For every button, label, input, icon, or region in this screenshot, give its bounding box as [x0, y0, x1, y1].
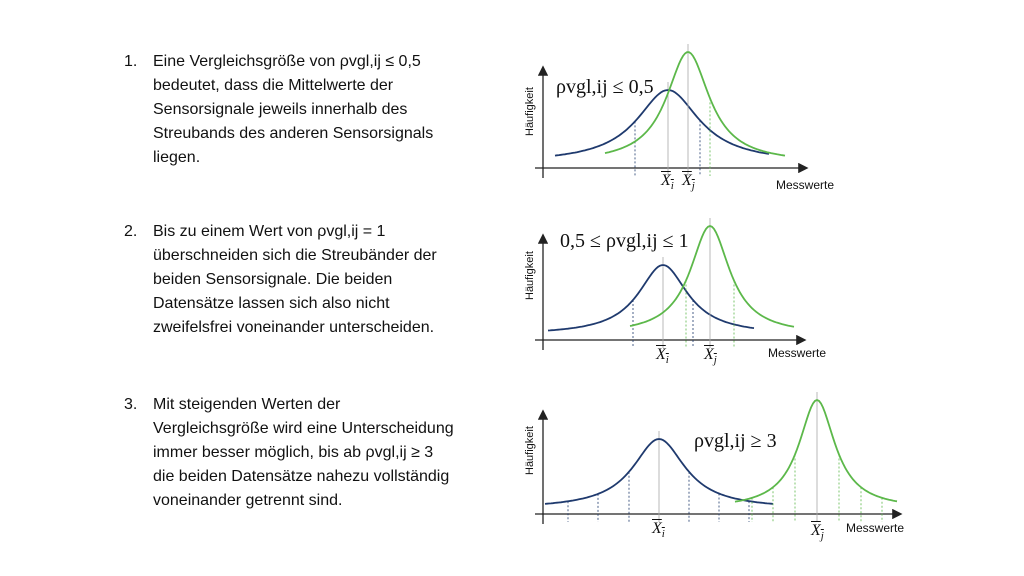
item-line: bedeutet, dass die Mittelwerte der — [153, 77, 394, 94]
distribution-curve-j — [629, 225, 795, 328]
item-line: zweifelsfrei voneinander unterscheiden. — [153, 319, 435, 336]
y-axis-label: Häufigkeit — [524, 87, 536, 136]
item-line: Mit steigenden Werten der — [153, 396, 341, 413]
condition-label: 0,5 ≤ ρvgl,ij ≤ 1 — [560, 230, 689, 252]
mean-j-label: Xj — [704, 346, 717, 367]
mean-i-label: Xi — [656, 346, 669, 367]
x-axis-label: Messwerte — [846, 521, 905, 535]
item-line: Vergleichsgröße wird eine Unterscheidung — [153, 420, 454, 437]
y-axis-label: Häufigkeit — [524, 426, 536, 475]
distribution-curve-j — [604, 51, 786, 157]
item-line: beiden Sensorsignale. Die beiden — [153, 271, 393, 288]
item-number: 2. — [124, 223, 138, 240]
item-line: Eine Vergleichsgröße von ρvgl,ij ≤ 0,5 — [153, 53, 421, 70]
item-line: Sensorsignale jeweils innerhalb des — [153, 101, 408, 118]
distribution-curve-i — [544, 438, 774, 505]
mean-j-label: Xj — [811, 522, 824, 543]
y-axis-label: Häufigkeit — [524, 251, 536, 300]
item-line: voneinander getrennt sind. — [153, 492, 343, 509]
distribution-curve-i — [547, 264, 755, 332]
mean-i-label: Xi — [661, 172, 674, 193]
condition-label: ρvgl,ij ≥ 3 — [694, 430, 777, 452]
condition-label: ρvgl,ij ≤ 0,5 — [556, 76, 654, 98]
x-axis-label: Messwerte — [768, 346, 827, 360]
x-axis-label: Messwerte — [776, 178, 835, 192]
mean-j-label: Xj — [682, 172, 695, 193]
item-line: Datensätze lassen sich also nicht — [153, 295, 390, 312]
item-number: 1. — [124, 53, 138, 70]
item-number: 3. — [124, 396, 138, 413]
distribution-curve-i — [554, 89, 770, 157]
mean-i-label: Xi — [652, 520, 665, 541]
distribution-curve-j — [734, 399, 898, 503]
item-line: Streubands des anderen Sensorsignals — [153, 125, 434, 142]
item-line: liegen. — [153, 149, 201, 166]
item-line: überschneiden sich die Streubänder der — [153, 247, 437, 264]
item-line: Bis zu einem Wert von ρvgl,ij = 1 — [153, 223, 386, 240]
item-line: die beiden Datensätze nahezu vollständig — [153, 468, 450, 485]
item-line: immer besser möglich, bis ab ρvgl,ij ≥ 3 — [153, 444, 434, 461]
